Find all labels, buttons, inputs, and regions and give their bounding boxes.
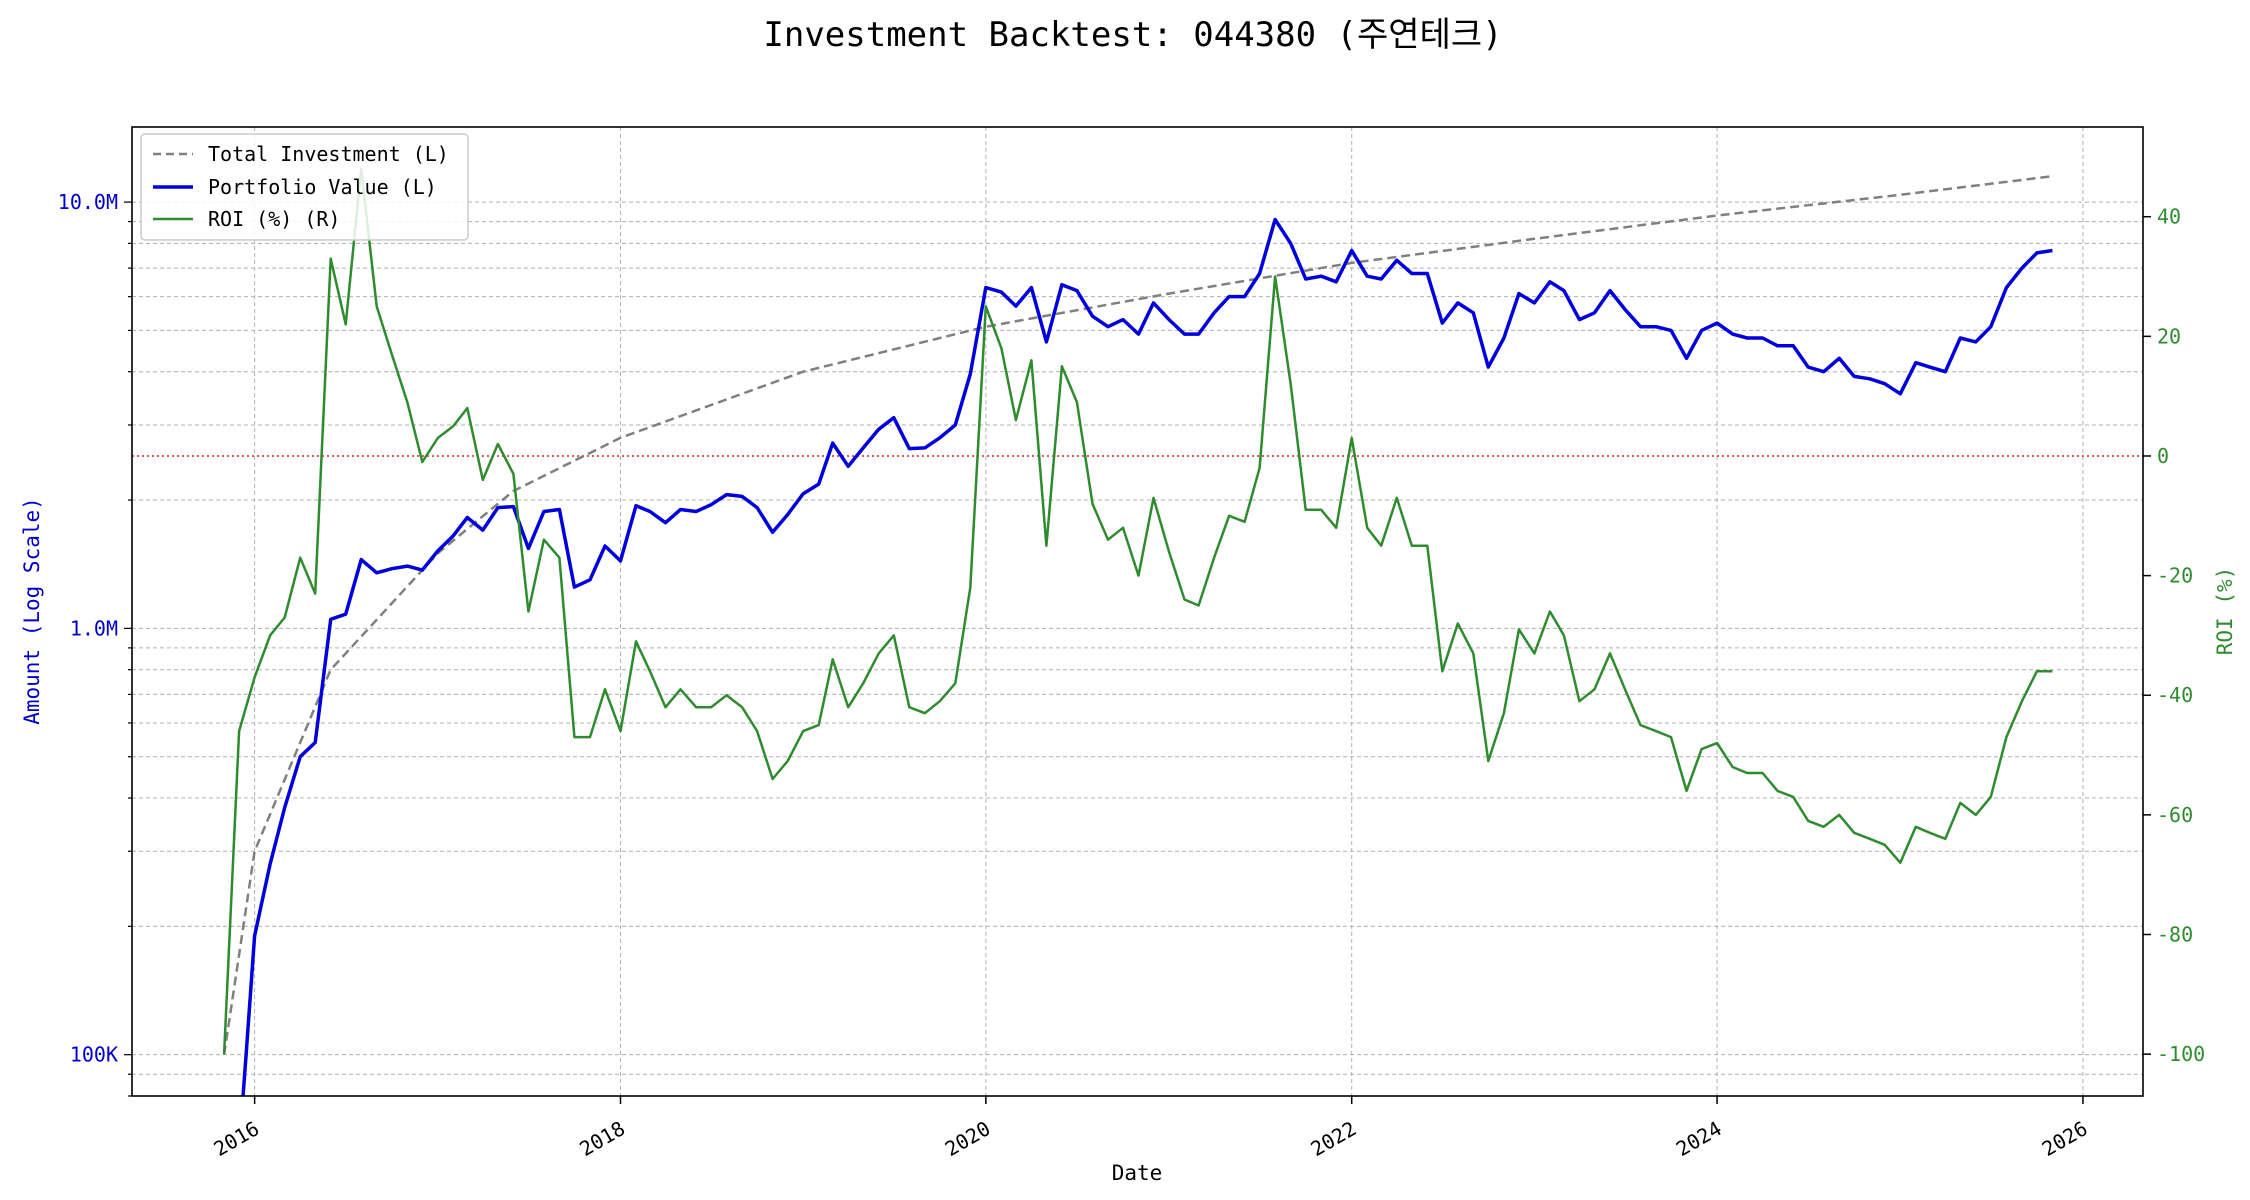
legend-label-portfolio-value: Portfolio Value (L) [208,175,437,199]
roi-line [222,167,2053,1055]
total-investment-line [222,174,2053,1055]
x-tick-label: 2020 [941,1116,995,1161]
x-axis-label: Date [1112,1161,1163,1185]
portfolio-value-line [241,217,2053,1096]
series-layer [222,167,2053,1096]
y-right-tick-label: 0 [2157,444,2169,468]
y-right-tick-label: 40 [2157,205,2181,229]
legend: Total Investment (L) Portfolio Value (L)… [140,133,469,241]
x-tick-label: 2018 [575,1116,629,1161]
x-tick-label: 2026 [2038,1116,2092,1161]
left-axis-label: Amount (Log Scale) [20,497,44,725]
grid [132,127,2143,1097]
y-left-tick-label: 100K [70,1043,118,1067]
y-right-tick-label: 20 [2157,324,2181,348]
x-tick-label: 2016 [209,1116,263,1161]
y-right-tick-label: -20 [2157,564,2193,588]
tick-layer: 2016 2018 2020 2022 2024 2026 100K 1.0M 10.0M -10… [58,190,2205,1161]
x-tick-label: 2024 [1672,1116,1726,1161]
legend-label-roi: ROI (%) (R) [208,207,340,231]
plot-frame [131,126,2144,1097]
y-left-tick-label: 1.0M [70,616,118,640]
legend-box [140,133,469,241]
y-right-tick-label: -40 [2157,683,2193,707]
y-left-tick-label: 10.0M [58,190,118,214]
legend-label-total-investment: Total Investment (L) [208,142,449,166]
y-right-tick-label: -100 [2157,1042,2205,1066]
y-right-tick-label: -60 [2157,803,2193,827]
chart-title: Investment Backtest: 044380 (주연테크) [763,15,1502,55]
x-tick-label: 2022 [1307,1116,1361,1161]
y-right-tick-label: -80 [2157,923,2193,947]
right-axis-label: ROI (%) [2213,567,2237,656]
